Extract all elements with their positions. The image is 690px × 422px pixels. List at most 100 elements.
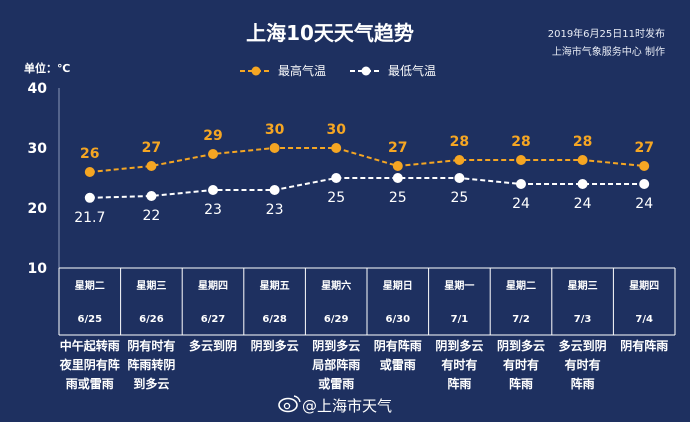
date-label: 6/30 [386,314,411,325]
weather-description: 多云到阴 [189,338,237,353]
date-label: 7/4 [635,314,653,325]
low-temperature-point [392,173,403,183]
publisher: 上海市气象服务中心 制作 [552,45,665,58]
low-temperature-label: 24 [574,196,592,212]
y-tick-label: 40 [28,81,48,97]
weather-description: 有时有 [565,357,601,372]
weather-description: 局部阵雨 [312,357,360,372]
weather-description: 中午起转雨 [60,338,120,353]
high-temperature-label: 26 [80,146,99,162]
legend-low-label: 最低气温 [388,63,436,78]
high-temperature-point [639,161,650,171]
low-temperature-label: 22 [142,208,160,224]
date-label: 7/2 [512,314,530,325]
low-temperature-point [208,185,218,195]
legend-low-marker [361,66,371,76]
low-temperature-point [639,179,650,189]
high-temperature-label: 27 [634,140,653,156]
weather-description: 有时有 [441,357,477,372]
low-temperature-label: 23 [204,202,222,218]
date-label: 6/29 [324,314,349,325]
low-temperature-point [146,191,157,201]
low-temperature-label: 23 [266,202,284,218]
date-label: 6/28 [262,314,287,325]
weather-description: 到多云 [133,376,169,391]
day-of-week: 星期五 [260,279,290,292]
day-of-week: 星期三 [568,279,598,292]
chart-title: 上海10天天气趋势 [246,21,414,45]
weather-description: 或雷雨 [380,357,416,372]
high-temperature-point [208,149,218,159]
weather-description: 阴到多云 [251,338,299,353]
weather-description: 多云到阴 [559,338,607,353]
legend-high-marker [251,66,261,76]
legend-high-label: 最高气温 [278,63,326,78]
low-temperature-label: 25 [389,190,407,206]
date-label: 7/1 [451,314,469,325]
y-tick-label: 30 [28,141,48,157]
day-of-week: 星期二 [506,279,536,292]
low-temperature-point [84,192,95,203]
day-of-week: 星期一 [444,279,474,292]
weather-description: 阴到多云 [435,338,483,353]
high-temperature-line [89,147,645,173]
low-temperature-point [454,173,465,183]
unit-label: 单位：℃ [24,61,70,75]
high-temperature-label: 27 [142,140,161,156]
high-temperature-label: 28 [450,134,469,150]
legend: 最高气温 最低气温 [240,63,436,78]
high-temperature-point [84,167,95,177]
day-of-week: 星期二 [75,279,105,292]
watermark-text: @上海市天气 [302,397,392,415]
weather-description: 雨或雷雨 [66,376,114,391]
weather-description: 阵雨转阴 [127,357,175,372]
low-temperature-point [516,179,526,189]
high-temperature-label: 30 [326,122,346,138]
weather-description: 阴到多云 [312,338,360,353]
day-of-week: 星期四 [198,279,228,292]
weather-description: 阵雨 [509,376,533,391]
high-temperature-point [454,155,465,165]
high-temperature-point [516,155,526,165]
low-temperature-label: 25 [450,190,468,206]
high-temperature-label: 30 [265,122,285,138]
weather-description: 阴有阵雨 [374,338,422,353]
y-tick-label: 10 [28,261,48,277]
high-temperature-label: 28 [573,134,592,150]
high-temperature-point [392,161,403,171]
weather-description: 阴到多云 [497,338,545,353]
weather-description: 有时有 [503,357,539,372]
day-of-week: 星期四 [629,279,659,292]
low-temperature-label: 24 [512,196,530,212]
weather-description: 阵雨 [571,376,595,391]
low-temperature-label: 21.7 [74,210,105,226]
y-tick-label: 20 [28,201,48,217]
date-label: 6/26 [139,314,164,325]
weather-description: 阴有时有 [127,338,175,353]
low-temperature-line [89,177,645,199]
data-labels: 26 27 29 30 30 27 28 28 28 27 21.7 22 23 23 25 25 25 24 24… [74,122,654,226]
low-temperature-label: 25 [327,190,345,206]
series-lines [89,147,645,199]
day-of-week: 星期六 [321,279,351,292]
high-temperature-point [146,161,157,171]
low-temperature-point [269,185,280,195]
low-temperature-point [577,179,588,189]
high-temperature-point [331,143,342,153]
weather-description: 夜里阴有阵 [59,357,120,372]
weather-description: 阴有阵雨 [620,338,668,353]
high-temperature-label: 29 [203,128,222,144]
series-points [84,143,650,203]
axes: 40 30 20 10 [28,81,60,277]
high-temperature-point [269,143,280,153]
weather-description: 或雷雨 [318,376,354,391]
date-label: 7/3 [574,314,592,325]
day-of-week: 星期日 [383,279,413,292]
low-temperature-point [331,173,342,183]
weibo-icon [278,395,301,413]
weather-description: 阵雨 [447,376,471,391]
date-label: 6/25 [78,314,103,325]
